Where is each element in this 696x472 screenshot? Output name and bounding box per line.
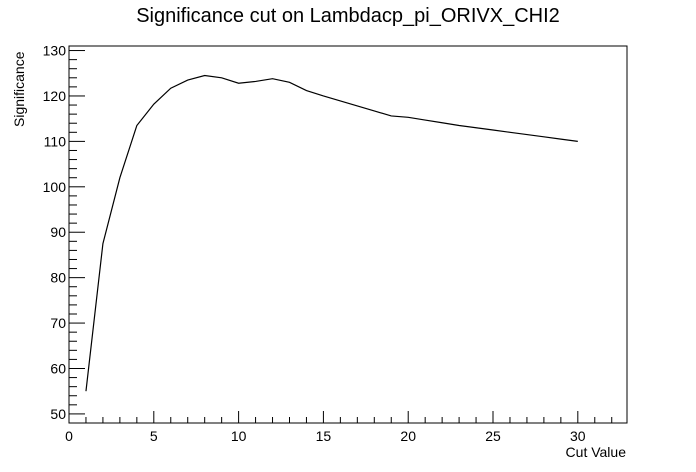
plot-frame [68,45,628,424]
y-tick-label: 130 [43,43,67,59]
x-axis-label: Cut Value [566,444,627,460]
chart-title: Significance cut on Lambdacp_pi_ORIVX_CH… [136,5,560,27]
y-tick-label: 80 [50,270,66,286]
series-line [85,74,578,392]
x-axis: 0 5 10 15 20 25 30 [65,411,613,444]
x-tick-label: 15 [316,428,332,444]
x-tick-label: 30 [570,428,586,444]
y-tick-label: 110 [44,133,67,149]
y-tick-label: 120 [43,88,67,104]
x-tick-label: 25 [485,428,501,444]
y-axis: 50 60 70 80 90 100 110 120 130 [43,43,85,424]
y-tick-label: 100 [43,179,67,195]
y-axis-label: Significance [11,51,27,127]
x-tick-label: 20 [400,428,416,444]
y-tick-label: 50 [50,406,66,422]
x-tick-label: 0 [65,428,73,444]
y-tick-label: 70 [50,315,66,331]
y-tick-label: 60 [50,360,66,376]
x-tick-label: 5 [150,428,158,444]
y-tick-label: 90 [50,224,66,240]
x-tick-label: 10 [231,428,247,444]
